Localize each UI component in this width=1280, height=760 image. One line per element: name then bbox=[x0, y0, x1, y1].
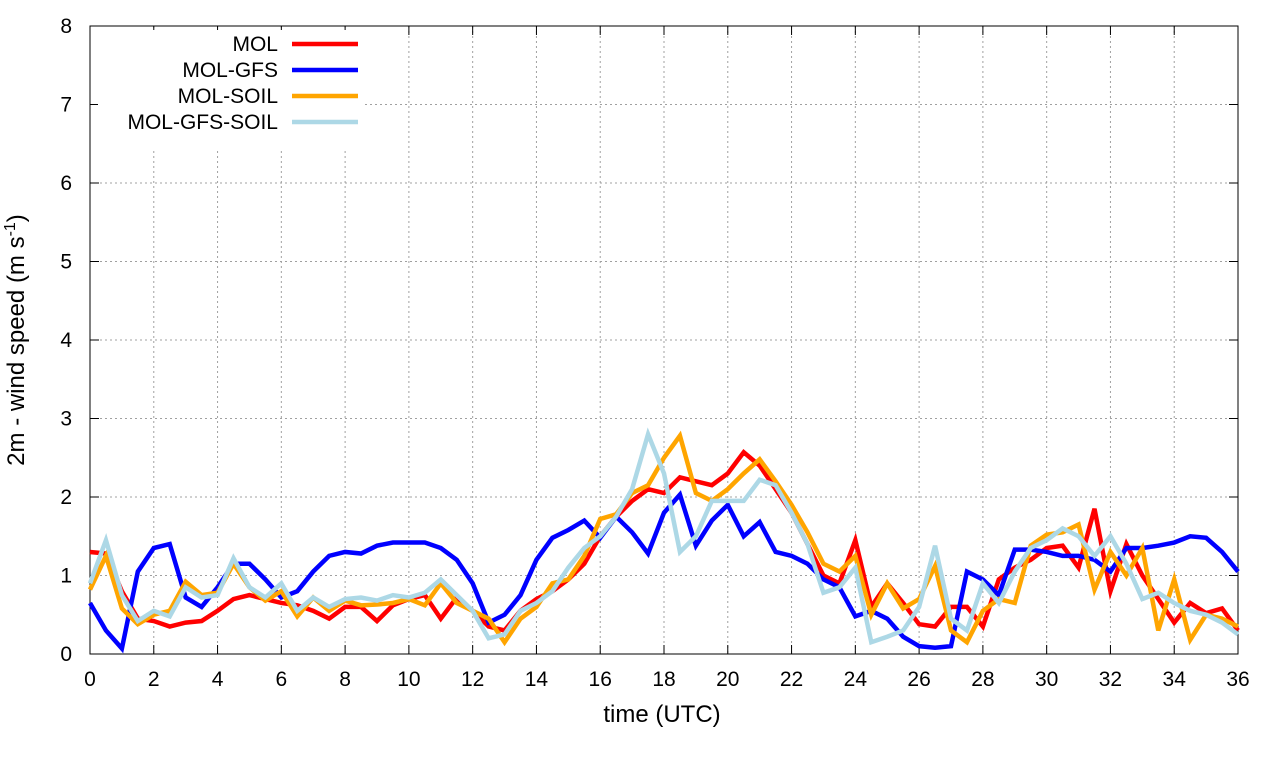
x-tick-label: 2 bbox=[148, 668, 160, 691]
x-axis-title: time (UTC) bbox=[603, 701, 720, 728]
y-tick-label: 1 bbox=[60, 565, 72, 588]
series-line bbox=[87, 427, 1240, 646]
x-tick-label: 4 bbox=[212, 668, 224, 691]
x-tick-label: 14 bbox=[525, 668, 549, 691]
x-tick-label: 36 bbox=[1226, 668, 1249, 691]
x-tick-label: 22 bbox=[780, 668, 803, 691]
x-tick-label: 34 bbox=[1163, 668, 1187, 691]
legend-label: MOL-SOIL bbox=[178, 85, 278, 108]
x-tick-label: 24 bbox=[844, 668, 868, 691]
x-tick-label: 16 bbox=[589, 668, 612, 691]
y-axis-title-main: 2m - wind speed (m s bbox=[3, 236, 30, 465]
x-tick-label: 18 bbox=[652, 668, 675, 691]
x-tick-label: 32 bbox=[1099, 668, 1122, 691]
x-tick-label: 28 bbox=[971, 668, 994, 691]
x-tick-label: 26 bbox=[907, 668, 930, 691]
x-tick-label: 6 bbox=[275, 668, 287, 691]
y-axis-title-sup: -1 bbox=[2, 222, 19, 236]
y-tick-label: 0 bbox=[60, 643, 72, 666]
legend-box bbox=[98, 30, 363, 148]
legend-label: MOL bbox=[232, 33, 278, 56]
x-tick-label: 20 bbox=[716, 668, 739, 691]
y-tick-label: 4 bbox=[60, 329, 72, 352]
x-tick-label: 0 bbox=[84, 668, 96, 691]
x-tick-label: 30 bbox=[1035, 668, 1058, 691]
series-line bbox=[87, 430, 1239, 647]
y-tick-label: 2 bbox=[60, 486, 72, 509]
x-tick-label: 8 bbox=[339, 668, 351, 691]
x-tick-label: 10 bbox=[397, 668, 420, 691]
y-tick-label: 5 bbox=[60, 251, 72, 274]
legend-label: MOL-GFS bbox=[182, 59, 278, 82]
series-line bbox=[89, 449, 1240, 633]
legend-label: MOL-GFS-SOIL bbox=[127, 111, 278, 134]
series-line bbox=[88, 490, 1240, 654]
y-tick-label: 3 bbox=[60, 408, 72, 431]
y-axis-title: 2m - wind speed (m s-1) bbox=[2, 214, 30, 466]
plot-frame bbox=[89, 25, 1239, 655]
y-axis-title-end: ) bbox=[3, 214, 30, 222]
x-tick-label: 12 bbox=[461, 668, 484, 691]
y-tick-label: 7 bbox=[60, 94, 72, 117]
y-tick-label: 8 bbox=[60, 15, 72, 38]
y-tick-label: 6 bbox=[60, 172, 72, 195]
